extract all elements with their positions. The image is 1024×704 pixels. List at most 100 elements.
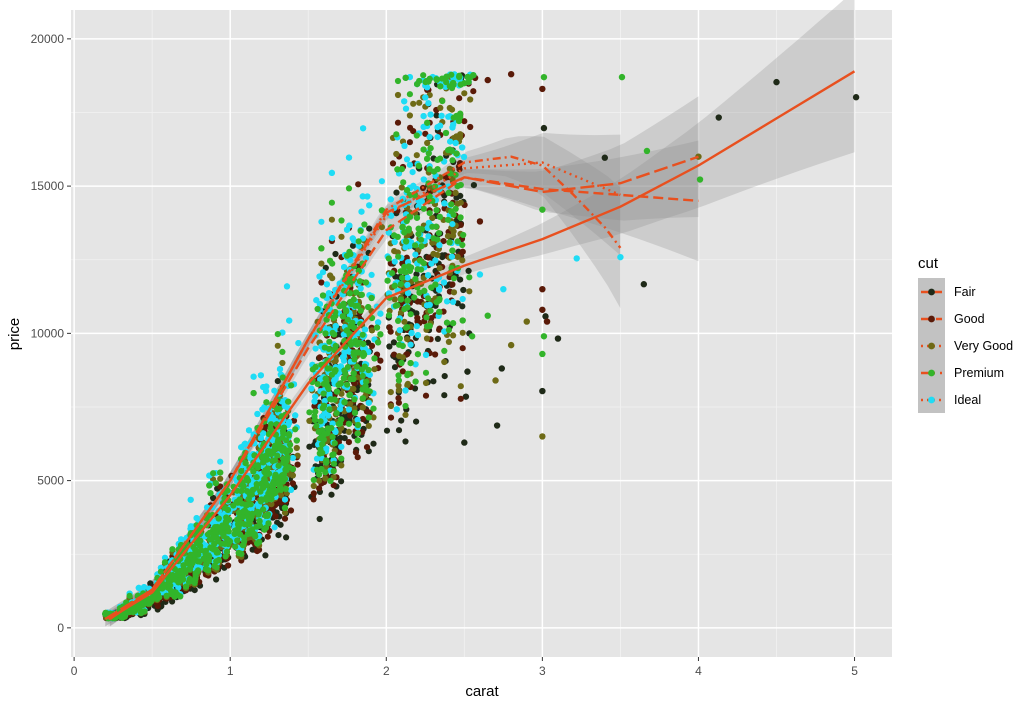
point-3-961 bbox=[391, 232, 398, 239]
point-3-997 bbox=[345, 420, 352, 427]
point-3-558 bbox=[279, 374, 286, 381]
point-3-571 bbox=[452, 205, 459, 212]
point-3-889 bbox=[395, 377, 402, 384]
point-3-612 bbox=[320, 390, 327, 397]
point-3-1227 bbox=[250, 390, 257, 397]
outlier-3-8 bbox=[484, 312, 491, 319]
point-0-3 bbox=[390, 339, 397, 346]
point-3-3 bbox=[287, 441, 294, 448]
outlier-0-10 bbox=[539, 387, 546, 395]
point-3-884 bbox=[399, 342, 406, 350]
y-tick-label-3: 15000 bbox=[31, 179, 65, 193]
point-3-907 bbox=[269, 483, 277, 490]
point-2-328 bbox=[338, 233, 345, 240]
point-0-448 bbox=[470, 182, 477, 189]
point-3-1015 bbox=[403, 187, 411, 194]
point-3-1240 bbox=[256, 518, 263, 525]
point-4-1183 bbox=[420, 123, 427, 130]
point-2-105 bbox=[466, 288, 473, 295]
point-3-1030 bbox=[406, 213, 413, 220]
point-2-455 bbox=[217, 475, 224, 482]
point-4-1461 bbox=[449, 124, 456, 131]
point-3-760 bbox=[351, 356, 358, 363]
point-2-641 bbox=[294, 452, 301, 459]
point-4-751 bbox=[289, 454, 296, 462]
y-tick-label-1: 5000 bbox=[37, 474, 64, 488]
point-4-851 bbox=[434, 134, 441, 141]
point-3-905 bbox=[211, 562, 218, 570]
point-2-323 bbox=[368, 327, 376, 334]
outlier-2-2 bbox=[539, 433, 546, 440]
point-3-450 bbox=[330, 460, 338, 467]
point-3-1160 bbox=[330, 451, 337, 458]
point-3-818 bbox=[328, 199, 335, 206]
point-3-1274 bbox=[403, 324, 410, 331]
point-3-1126 bbox=[202, 566, 209, 573]
point-0-312 bbox=[413, 310, 420, 317]
point-3-498 bbox=[395, 317, 402, 324]
point-3-932 bbox=[397, 268, 404, 275]
point-2-149 bbox=[370, 414, 377, 421]
outlier-0-0 bbox=[852, 94, 860, 101]
point-4-1230 bbox=[292, 412, 299, 419]
point-3-1119 bbox=[275, 462, 282, 469]
point-4-1150 bbox=[401, 98, 408, 105]
point-3-962 bbox=[446, 239, 453, 246]
point-2-131 bbox=[365, 422, 372, 429]
point-4-678 bbox=[449, 221, 456, 228]
point-0-28 bbox=[316, 515, 323, 523]
point-4-1257 bbox=[425, 272, 432, 279]
point-4-988 bbox=[412, 361, 419, 368]
point-3-814 bbox=[400, 179, 407, 186]
point-3-1132 bbox=[311, 413, 318, 420]
point-3-1193 bbox=[324, 384, 332, 391]
outlier-1-1 bbox=[484, 76, 491, 84]
point-3-1042 bbox=[421, 287, 428, 294]
point-3-829 bbox=[414, 81, 421, 88]
point-3-730 bbox=[316, 450, 323, 457]
outlier-0-5 bbox=[540, 124, 548, 132]
point-3-811 bbox=[399, 274, 406, 281]
point-3-947 bbox=[456, 73, 463, 80]
outlier-4-2 bbox=[500, 285, 507, 293]
point-3-1280 bbox=[174, 570, 181, 578]
point-3-745 bbox=[324, 365, 331, 372]
legend-key-point-3 bbox=[928, 369, 935, 377]
point-3-508 bbox=[445, 326, 452, 334]
point-3-1134 bbox=[226, 516, 233, 523]
point-3-1270 bbox=[343, 308, 350, 315]
point-1-60 bbox=[316, 354, 323, 361]
point-3-1115 bbox=[426, 322, 433, 330]
point-4-1491 bbox=[332, 428, 339, 435]
point-3-1081 bbox=[269, 457, 276, 464]
point-4-1474 bbox=[388, 212, 395, 219]
point-4-1486 bbox=[321, 397, 328, 404]
point-4-1125 bbox=[391, 238, 398, 246]
point-3-929 bbox=[437, 83, 444, 90]
point-3-1145 bbox=[263, 452, 270, 459]
point-4-1412 bbox=[332, 323, 339, 330]
trend-line-0 bbox=[107, 70, 856, 621]
point-4-1479 bbox=[349, 235, 356, 242]
point-3-481 bbox=[309, 366, 316, 373]
point-1-531 bbox=[352, 449, 359, 456]
point-3-1247 bbox=[255, 462, 262, 469]
point-1-518 bbox=[272, 501, 279, 508]
point-3-1246 bbox=[433, 299, 440, 306]
point-3-1061 bbox=[161, 559, 169, 566]
point-3-978 bbox=[244, 477, 252, 484]
point-3-881 bbox=[397, 280, 405, 288]
trend-line-2 bbox=[109, 155, 622, 620]
point-4-1198 bbox=[393, 406, 400, 413]
point-3-754 bbox=[326, 406, 333, 413]
point-4-746 bbox=[409, 169, 416, 176]
x-tick-label-2: 2 bbox=[383, 664, 390, 678]
point-3-1279 bbox=[356, 339, 363, 346]
point-3-980 bbox=[235, 549, 242, 557]
point-4-1425 bbox=[441, 200, 448, 207]
point-3-1203 bbox=[365, 304, 372, 311]
point-3-995 bbox=[187, 564, 194, 571]
x-tick-label-4: 4 bbox=[695, 664, 702, 678]
